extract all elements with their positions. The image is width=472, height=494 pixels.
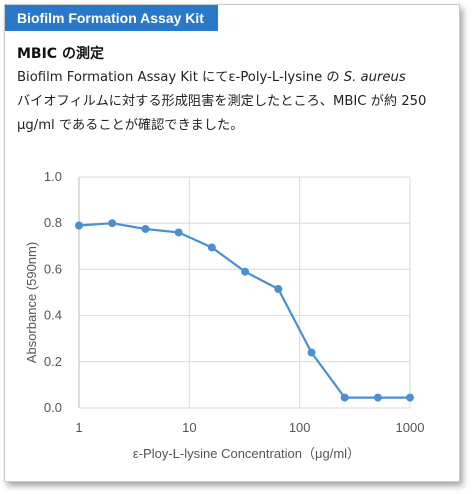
data-point (174, 228, 183, 237)
x-axis-label: ε-Ploy-L-lysine Concentration（μg/ml） (133, 446, 360, 461)
x-tick-label: 100 (289, 420, 311, 435)
data-point (207, 243, 216, 252)
series-path (78, 222, 410, 399)
y-tick-label: 0.0 (44, 400, 62, 415)
x-tick-label: 1 (75, 420, 82, 435)
x-tick-label: 10 (182, 420, 196, 435)
data-point (75, 221, 83, 230)
y-axis-label: Absorbance (590nm) (24, 242, 39, 363)
data-point (340, 393, 349, 402)
axis-labels: 0.0 0.2 0.4 0.6 0.8 1.0 1 10 100 1000 (44, 169, 425, 435)
y-tick-label: 1.0 (44, 169, 62, 184)
x-tick-label: 1000 (396, 420, 425, 435)
grid-lines (78, 176, 411, 409)
info-card: Biofilm Formation Assay Kit MBIC の測定 Bio… (4, 4, 460, 482)
data-point (108, 219, 117, 228)
description-part-2: バイオフィルムに対する形成阻害を測定したところ、MBIC が約 250 μg/m… (17, 94, 427, 133)
y-tick-label: 0.2 (44, 354, 62, 369)
series-line (75, 219, 414, 402)
species-name: S. aureus (343, 70, 406, 85)
y-tick-label: 0.8 (44, 215, 62, 230)
data-point (141, 224, 150, 233)
data-point (274, 285, 283, 294)
data-point (241, 267, 250, 276)
product-title-tab: Biofilm Formation Assay Kit (5, 5, 218, 31)
data-point (373, 393, 382, 402)
y-tick-label: 0.4 (44, 308, 62, 323)
section-heading: MBIC の測定 (17, 46, 104, 62)
data-point (406, 393, 414, 402)
description-part-1: Biofilm Formation Assay Kit にてε-Poly-L-l… (17, 70, 344, 85)
data-point (307, 348, 316, 357)
y-tick-label: 0.6 (44, 261, 62, 276)
description-text: Biofilm Formation Assay Kit にてε-Poly-L-l… (17, 66, 455, 138)
